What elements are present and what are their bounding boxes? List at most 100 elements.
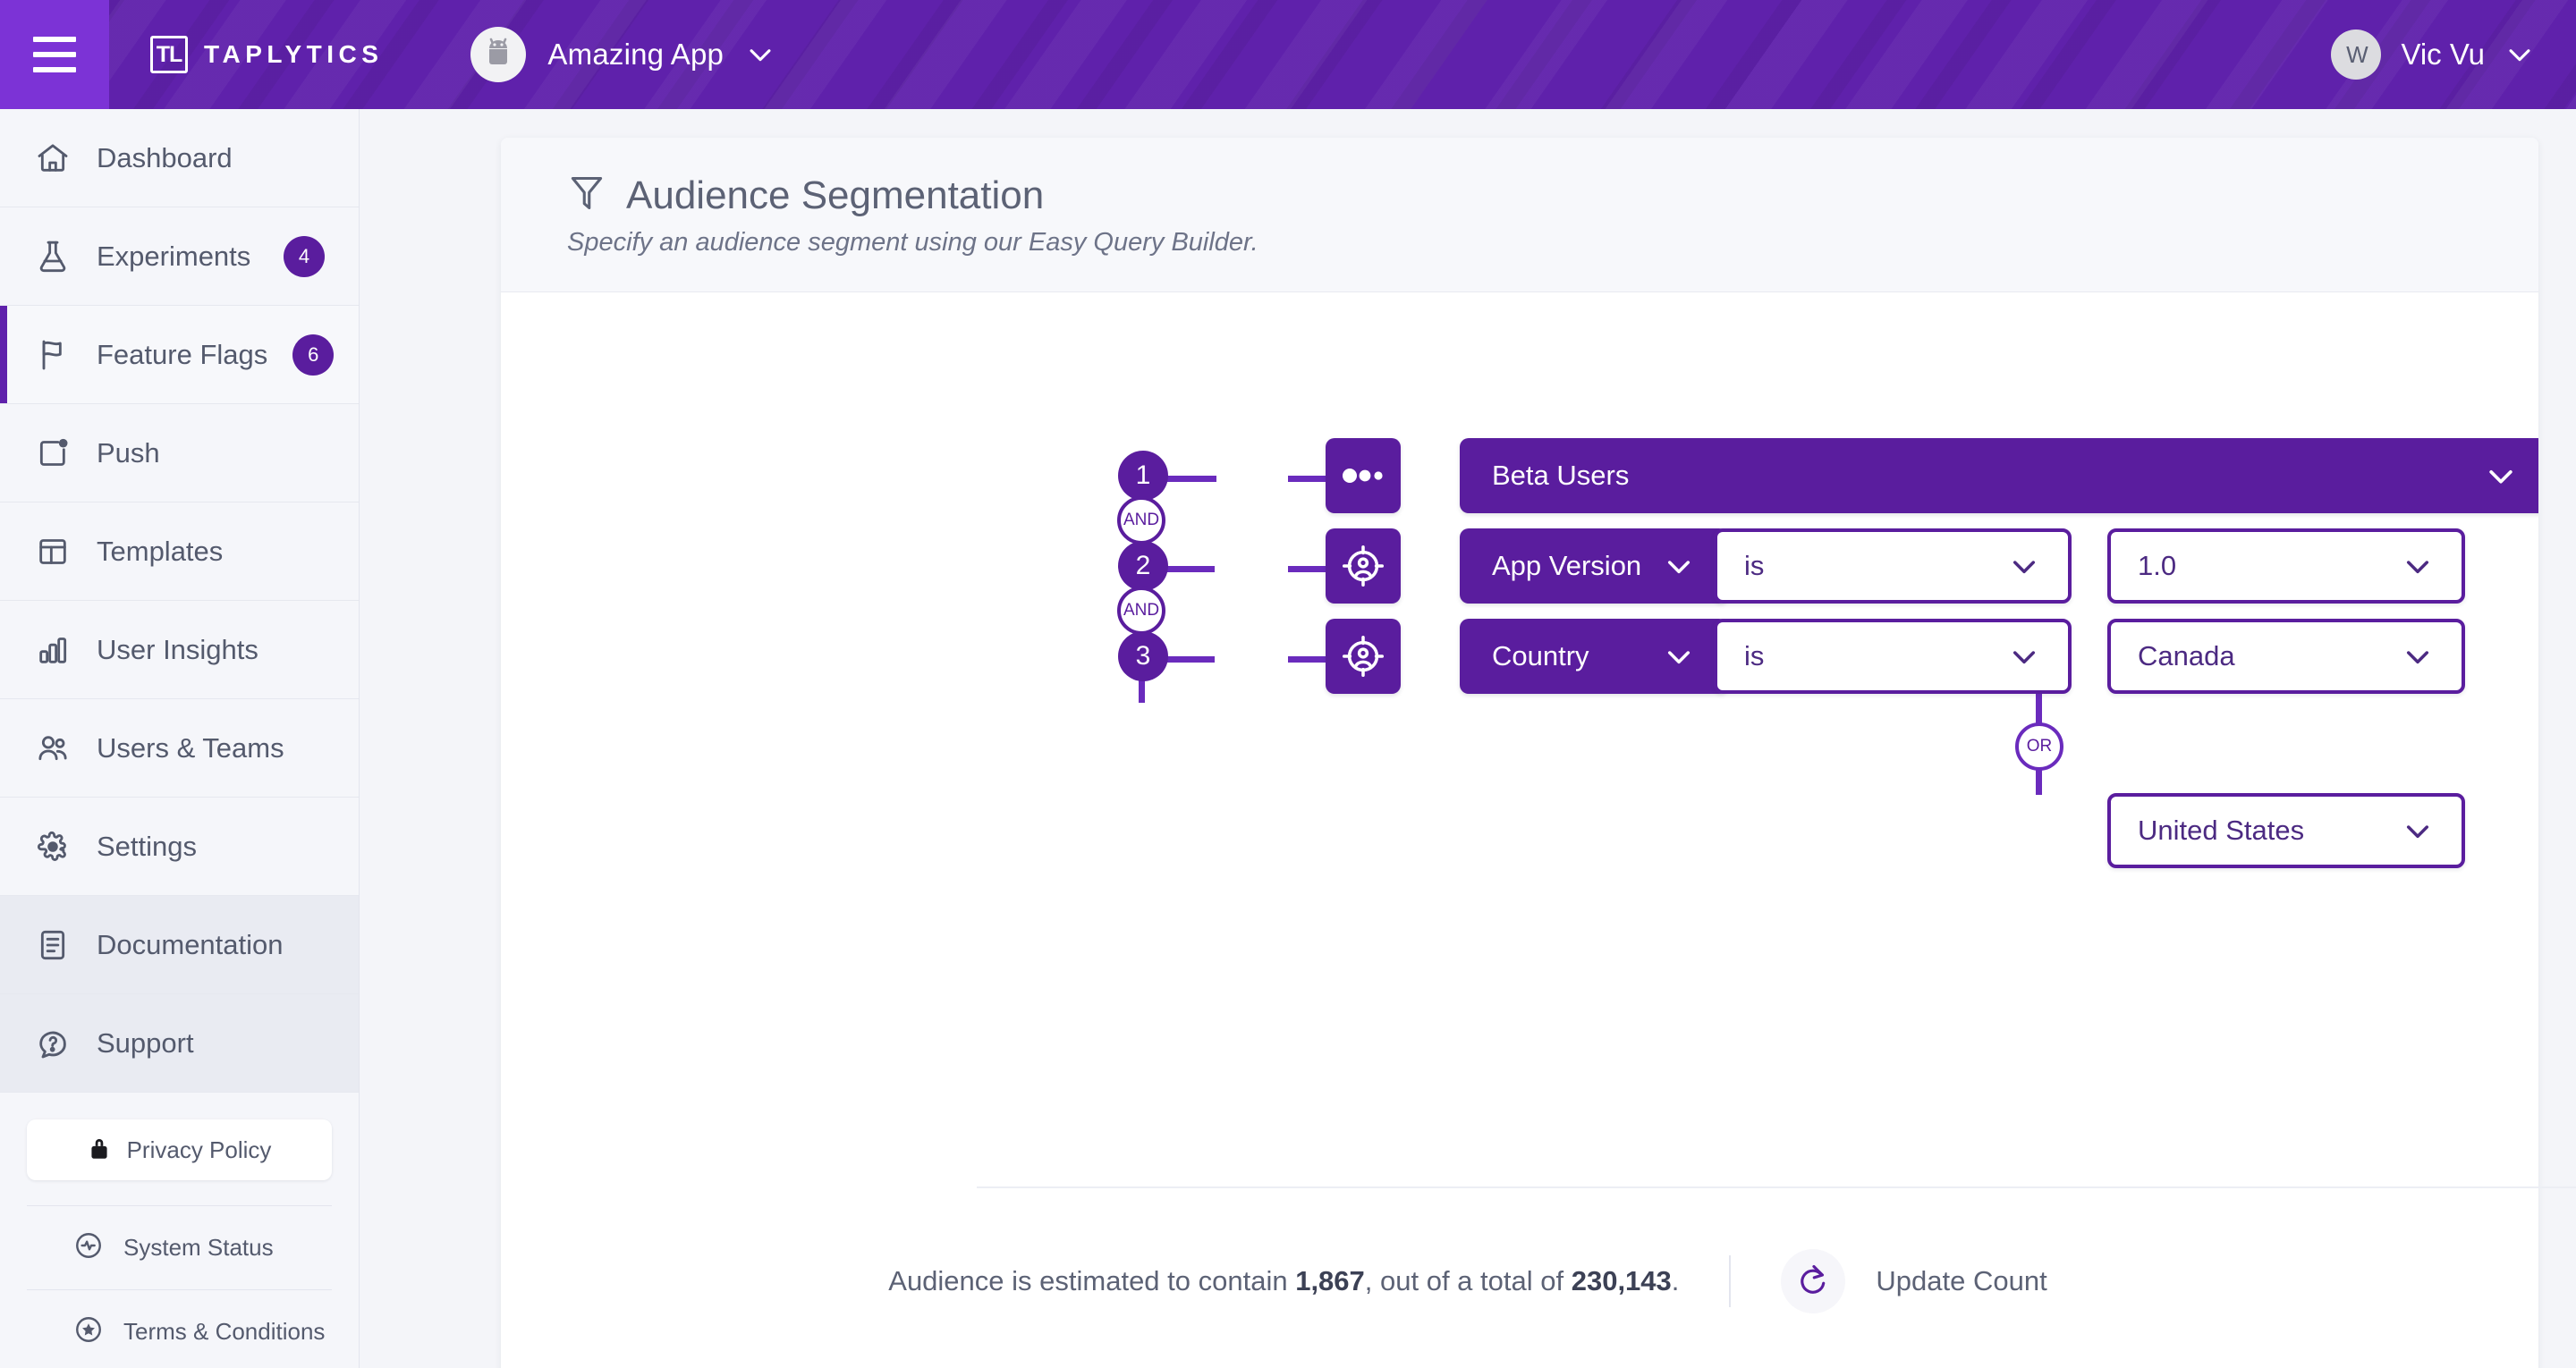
query-operator-country[interactable]: is xyxy=(1714,619,2072,694)
gear-icon xyxy=(34,828,72,866)
sidebar-item-label: Dashboard xyxy=(97,141,233,173)
funnel-icon xyxy=(567,172,606,219)
query-field-label: Beta Users xyxy=(1492,460,1630,491)
hamburger-menu-icon[interactable] xyxy=(0,0,109,109)
page-title: Audience Segmentation xyxy=(626,173,1045,217)
user-menu[interactable]: W Vic Vu xyxy=(2331,0,2535,109)
sidebar-item-documentation[interactable]: Documentation xyxy=(0,896,359,994)
sidebar-link-terms[interactable]: Terms & Conditions xyxy=(27,1289,332,1368)
query-field-country[interactable]: Country xyxy=(1460,619,1728,694)
privacy-policy-button[interactable]: Privacy Policy xyxy=(27,1119,332,1180)
page-title-row: Audience Segmentation xyxy=(567,172,2538,219)
sidebar-link-system-status[interactable]: System Status xyxy=(27,1205,332,1289)
estimated-count: 1,867 xyxy=(1295,1265,1365,1296)
sidebar-link-label: Terms & Conditions xyxy=(123,1318,326,1345)
sidebar-item-settings[interactable]: Settings xyxy=(0,798,359,896)
query-value-country-secondary[interactable]: United States xyxy=(2107,793,2465,868)
sidebar-item-label: User Insights xyxy=(97,633,258,665)
chevron-down-icon[interactable] xyxy=(1662,549,1696,583)
sidebar-item-label: Settings xyxy=(97,830,198,862)
sidebar-item-label: Support xyxy=(97,1026,194,1059)
taplytics-mark-icon: TL xyxy=(150,36,188,73)
sidebar-item-user-insights[interactable]: User Insights xyxy=(0,601,359,699)
sidebar-item-feature-flags[interactable]: Feature Flags 6 xyxy=(0,306,359,404)
help-bubble-icon xyxy=(34,1025,72,1062)
query-operator-app-version[interactable]: is xyxy=(1714,528,2072,604)
chevron-down-icon[interactable] xyxy=(2401,814,2435,848)
app-selector[interactable]: Amazing App xyxy=(470,0,775,109)
chevron-down-icon[interactable] xyxy=(2401,639,2435,673)
hamburger-line xyxy=(33,52,76,57)
hamburger-line xyxy=(33,67,76,72)
query-operator-label: is xyxy=(1744,550,1765,581)
query-value-label: United States xyxy=(2138,815,2305,846)
home-icon xyxy=(34,139,72,177)
value-connector-or[interactable]: OR xyxy=(2015,722,2063,771)
chevron-down-icon[interactable] xyxy=(2504,39,2535,70)
target-user-icon[interactable] xyxy=(1326,528,1401,604)
pulse-circle-icon xyxy=(73,1230,104,1265)
target-user-icon[interactable] xyxy=(1326,619,1401,694)
brand-name: TAPLYTICS xyxy=(204,40,384,68)
sidebar-footer: Privacy Policy System Status xyxy=(0,1093,359,1368)
estimate-middle: , out of a total of xyxy=(1364,1265,1572,1296)
hamburger-line xyxy=(33,37,76,42)
connector-line xyxy=(1288,656,1327,663)
connector-line xyxy=(2036,761,2042,795)
brand-logo[interactable]: TL TAPLYTICS xyxy=(109,0,424,109)
row-connector-and[interactable]: AND xyxy=(1117,587,1165,635)
sidebar-item-label: Feature Flags xyxy=(97,338,268,370)
update-count-label: Update Count xyxy=(1876,1265,2047,1296)
segmentation-card: Audience Segmentation Specify an audienc… xyxy=(360,138,2576,1368)
audience-estimate-text: Audience is estimated to contain 1,867, … xyxy=(888,1265,1679,1297)
footer-divider xyxy=(977,1186,2576,1188)
query-field-label: App Version xyxy=(1492,550,1642,581)
chevron-down-icon[interactable] xyxy=(1662,639,1696,673)
connector-line xyxy=(1163,476,1216,482)
query-field-beta-users[interactable]: Beta Users xyxy=(1460,438,2538,513)
connector-line xyxy=(2036,693,2042,727)
star-circle-icon xyxy=(73,1314,104,1349)
sidebar-item-support[interactable]: Support xyxy=(0,994,359,1093)
query-builder: 1 Beta Users xyxy=(501,292,2538,1008)
chevron-down-icon[interactable] xyxy=(2007,549,2041,583)
chevron-down-icon[interactable] xyxy=(2007,639,2041,673)
chevron-down-icon[interactable] xyxy=(2401,549,2435,583)
sidebar-item-push[interactable]: Push xyxy=(0,404,359,502)
flag-icon xyxy=(34,336,72,374)
audience-count-footer: Audience is estimated to contain 1,867, … xyxy=(360,1249,2576,1313)
sidebar-item-dashboard[interactable]: Dashboard xyxy=(0,109,359,207)
update-count-button[interactable]: Update Count xyxy=(1781,1249,2047,1313)
footer-separator xyxy=(1729,1255,1732,1307)
sidebar-item-label: Users & Teams xyxy=(97,731,284,764)
query-row-number: 3 xyxy=(1118,631,1168,681)
sidebar-item-templates[interactable]: Templates xyxy=(0,502,359,601)
sidebar-item-users-teams[interactable]: Users & Teams xyxy=(0,699,359,798)
refresh-icon[interactable] xyxy=(1781,1249,1846,1313)
card-header: Audience Segmentation Specify an audienc… xyxy=(501,138,2538,292)
query-value-app-version[interactable]: 1.0 xyxy=(2107,528,2465,604)
query-row-number: 1 xyxy=(1118,451,1168,501)
chevron-down-icon[interactable] xyxy=(745,39,775,70)
sidebar-link-label: System Status xyxy=(123,1234,274,1261)
top-header-bar: TL TAPLYTICS Amazing App W Vic Vu xyxy=(0,0,2576,109)
query-field-app-version[interactable]: App Version xyxy=(1460,528,1728,604)
android-robot-icon xyxy=(470,27,527,82)
document-icon xyxy=(34,926,72,964)
total-count: 230,143 xyxy=(1571,1265,1672,1296)
layout-icon xyxy=(34,533,72,570)
row-connector-and[interactable]: AND xyxy=(1117,496,1165,545)
people-icon xyxy=(34,730,72,767)
sidebar-item-label: Push xyxy=(97,436,160,469)
main-content: Audience Segmentation Specify an audienc… xyxy=(360,109,2576,1368)
estimate-suffix: . xyxy=(1671,1265,1680,1296)
chevron-down-icon[interactable] xyxy=(2483,458,2519,494)
sidebar: Dashboard Experiments 4 Feature Flags 6 xyxy=(0,109,360,1368)
connector-line xyxy=(1288,566,1327,572)
query-value-country[interactable]: Canada xyxy=(2107,619,2465,694)
sidebar-item-label: Templates xyxy=(97,535,224,567)
ellipsis-icon[interactable] xyxy=(1326,438,1401,513)
push-icon xyxy=(34,435,72,472)
sidebar-item-experiments[interactable]: Experiments 4 xyxy=(0,207,359,306)
estimate-prefix: Audience is estimated to contain xyxy=(888,1265,1296,1296)
